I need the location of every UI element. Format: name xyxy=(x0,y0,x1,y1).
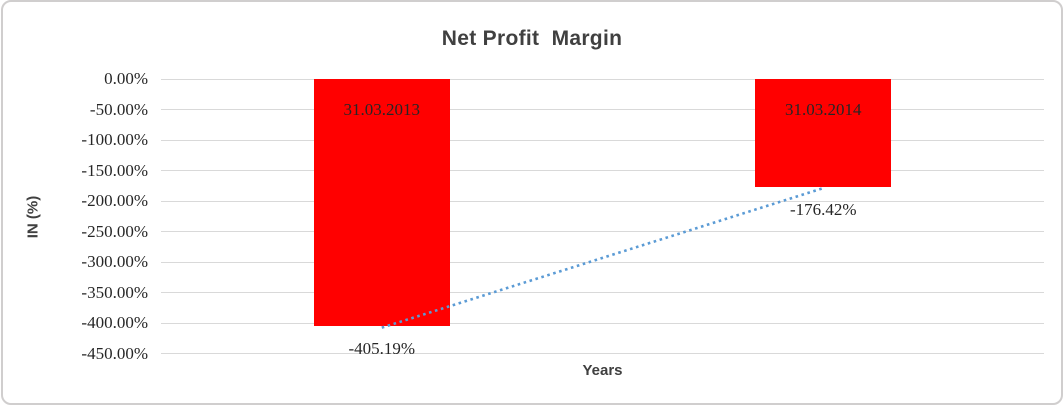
bar-data-label: -405.19% xyxy=(348,339,416,359)
gridline xyxy=(161,322,1044,324)
chart-title: Net Profit Margin xyxy=(441,27,623,50)
x-axis-title: Years xyxy=(582,362,623,379)
y-tick-label: 0.00% xyxy=(104,69,148,88)
bar-category-label: 31.03.2014 xyxy=(785,100,862,119)
y-tick-label: -300.00% xyxy=(81,252,148,271)
gridline xyxy=(161,261,1044,263)
y-tick-label: -150.00% xyxy=(81,160,148,180)
y-tick-label: -50.00% xyxy=(89,99,148,119)
gridline xyxy=(161,139,1044,141)
bar-data-label: -176.42% xyxy=(789,199,857,219)
y-tick-label: -400.00% xyxy=(81,313,148,332)
y-tick-label: -200.00% xyxy=(81,191,148,210)
gridline xyxy=(161,109,1044,110)
gridline xyxy=(161,200,1044,202)
bar-category-label: 31.03.2013 xyxy=(343,100,421,119)
bar xyxy=(755,79,892,187)
trendline xyxy=(381,186,824,329)
y-tick-label: -450.00% xyxy=(81,343,148,363)
gridline xyxy=(161,231,1044,232)
y-tick-label: -100.00% xyxy=(81,130,148,149)
gridline xyxy=(161,353,1044,354)
gridline xyxy=(161,78,1044,80)
y-tick-label: -350.00% xyxy=(81,282,148,302)
gridline xyxy=(161,170,1044,171)
y-tick-label: -250.00% xyxy=(81,221,148,241)
gridline xyxy=(161,292,1044,293)
